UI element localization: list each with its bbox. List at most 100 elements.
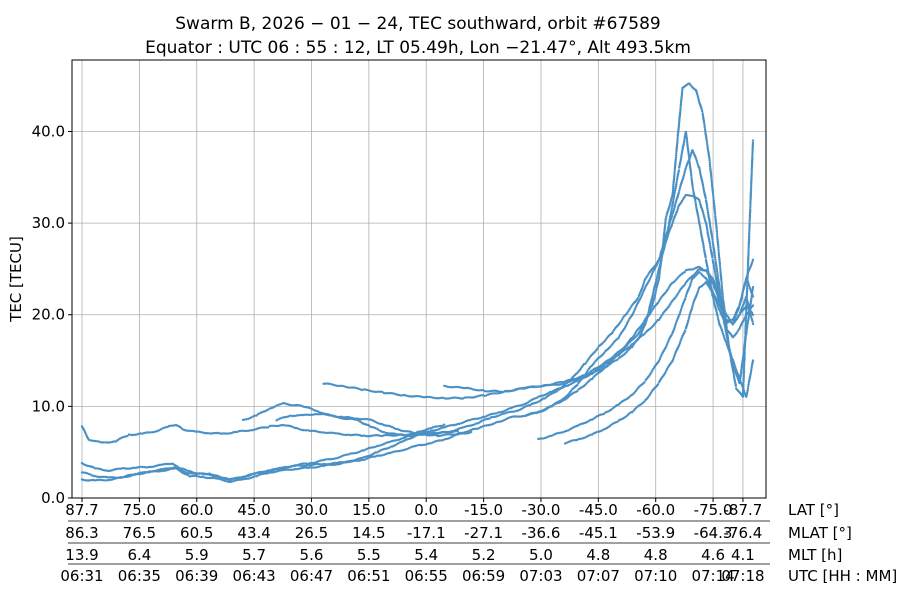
data-point <box>325 382 329 385</box>
data-point <box>668 220 671 223</box>
data-point <box>649 311 652 314</box>
data-point <box>732 370 735 374</box>
data-point <box>721 295 724 298</box>
data-point <box>625 322 629 326</box>
data-points <box>80 82 755 484</box>
data-point <box>245 477 248 480</box>
data-point <box>708 242 712 245</box>
data-point <box>748 308 751 312</box>
data-point <box>671 191 674 194</box>
data-point <box>132 473 136 476</box>
data-point <box>660 254 663 257</box>
data-point <box>694 202 697 206</box>
x-tick-label-4: 07:07 <box>577 567 620 585</box>
data-point <box>704 256 707 259</box>
data-point <box>339 384 342 388</box>
data-point <box>715 228 718 231</box>
data-point <box>196 472 199 475</box>
data-point <box>429 431 433 434</box>
data-point <box>642 283 645 287</box>
data-point <box>682 143 685 146</box>
data-point <box>652 287 656 291</box>
data-point <box>362 417 365 421</box>
y-tick-label: 10.0 <box>32 397 65 415</box>
data-point <box>267 426 270 429</box>
data-point <box>687 319 690 322</box>
data-point <box>662 242 665 246</box>
data-point <box>742 369 746 372</box>
data-point <box>470 430 473 434</box>
data-point <box>715 269 719 273</box>
data-point <box>245 429 248 433</box>
data-point <box>749 185 753 189</box>
data-point <box>386 433 389 437</box>
data-point <box>681 90 684 93</box>
data-point <box>139 465 142 469</box>
data-point <box>325 458 329 461</box>
data-point <box>682 175 685 179</box>
data-point <box>742 381 745 384</box>
data-point <box>717 296 720 300</box>
data-point <box>696 93 699 96</box>
data-point <box>727 344 731 348</box>
data-point <box>715 292 719 296</box>
x-tick-label-1: 0.0 <box>414 501 438 519</box>
data-point <box>708 219 711 222</box>
data-point <box>683 283 687 286</box>
data-point <box>742 385 745 388</box>
data-point <box>651 369 654 372</box>
data-point <box>714 215 717 218</box>
data-point <box>664 220 667 224</box>
data-point <box>104 441 107 444</box>
data-point <box>687 156 691 159</box>
data-point <box>642 290 645 293</box>
data-point <box>718 308 721 312</box>
data-point <box>716 286 720 289</box>
data-point <box>679 185 682 188</box>
data-point <box>335 384 339 387</box>
data-point <box>367 424 371 427</box>
data-point <box>751 320 754 323</box>
data-point <box>302 464 305 468</box>
x-tick-label-3: 5.7 <box>242 546 266 564</box>
data-point <box>747 305 750 308</box>
x-tick-label-3: 4.8 <box>644 546 668 564</box>
data-point <box>742 389 745 392</box>
data-point <box>191 474 194 478</box>
data-point <box>745 275 749 278</box>
data-point <box>747 254 750 258</box>
y-tick-label: 0.0 <box>41 489 65 507</box>
data-point <box>459 431 463 435</box>
data-point <box>360 449 364 452</box>
data-point <box>714 220 718 223</box>
data-point <box>710 179 713 182</box>
data-point <box>680 306 683 310</box>
data-point <box>742 302 746 305</box>
data-point <box>712 199 715 202</box>
data-point <box>208 476 211 480</box>
series-track-6 <box>241 193 755 438</box>
data-point <box>742 379 745 382</box>
data-point <box>741 290 745 293</box>
data-point <box>511 415 515 418</box>
data-point <box>443 431 446 434</box>
y-tick-label: 30.0 <box>32 214 65 232</box>
data-point <box>715 232 719 235</box>
data-point <box>720 280 723 283</box>
x-axis-table: 87.7 75.0 60.0 45.0 30.0 15.0 0.0 -15.0 -30.0 -45… <box>60 498 897 585</box>
data-point <box>384 392 387 395</box>
data-point <box>751 151 754 155</box>
data-point <box>436 397 439 400</box>
data-point <box>658 273 661 276</box>
data-point <box>714 272 717 275</box>
x-tick-label-3: 5.6 <box>300 546 324 564</box>
data-point <box>749 188 753 191</box>
data-point <box>663 244 667 247</box>
data-point <box>676 138 679 141</box>
data-point <box>725 328 729 332</box>
data-point <box>716 243 720 246</box>
data-point <box>742 371 746 374</box>
x-tick-label-3: 5.2 <box>472 546 496 564</box>
data-point <box>708 159 711 162</box>
data-point <box>535 385 538 388</box>
